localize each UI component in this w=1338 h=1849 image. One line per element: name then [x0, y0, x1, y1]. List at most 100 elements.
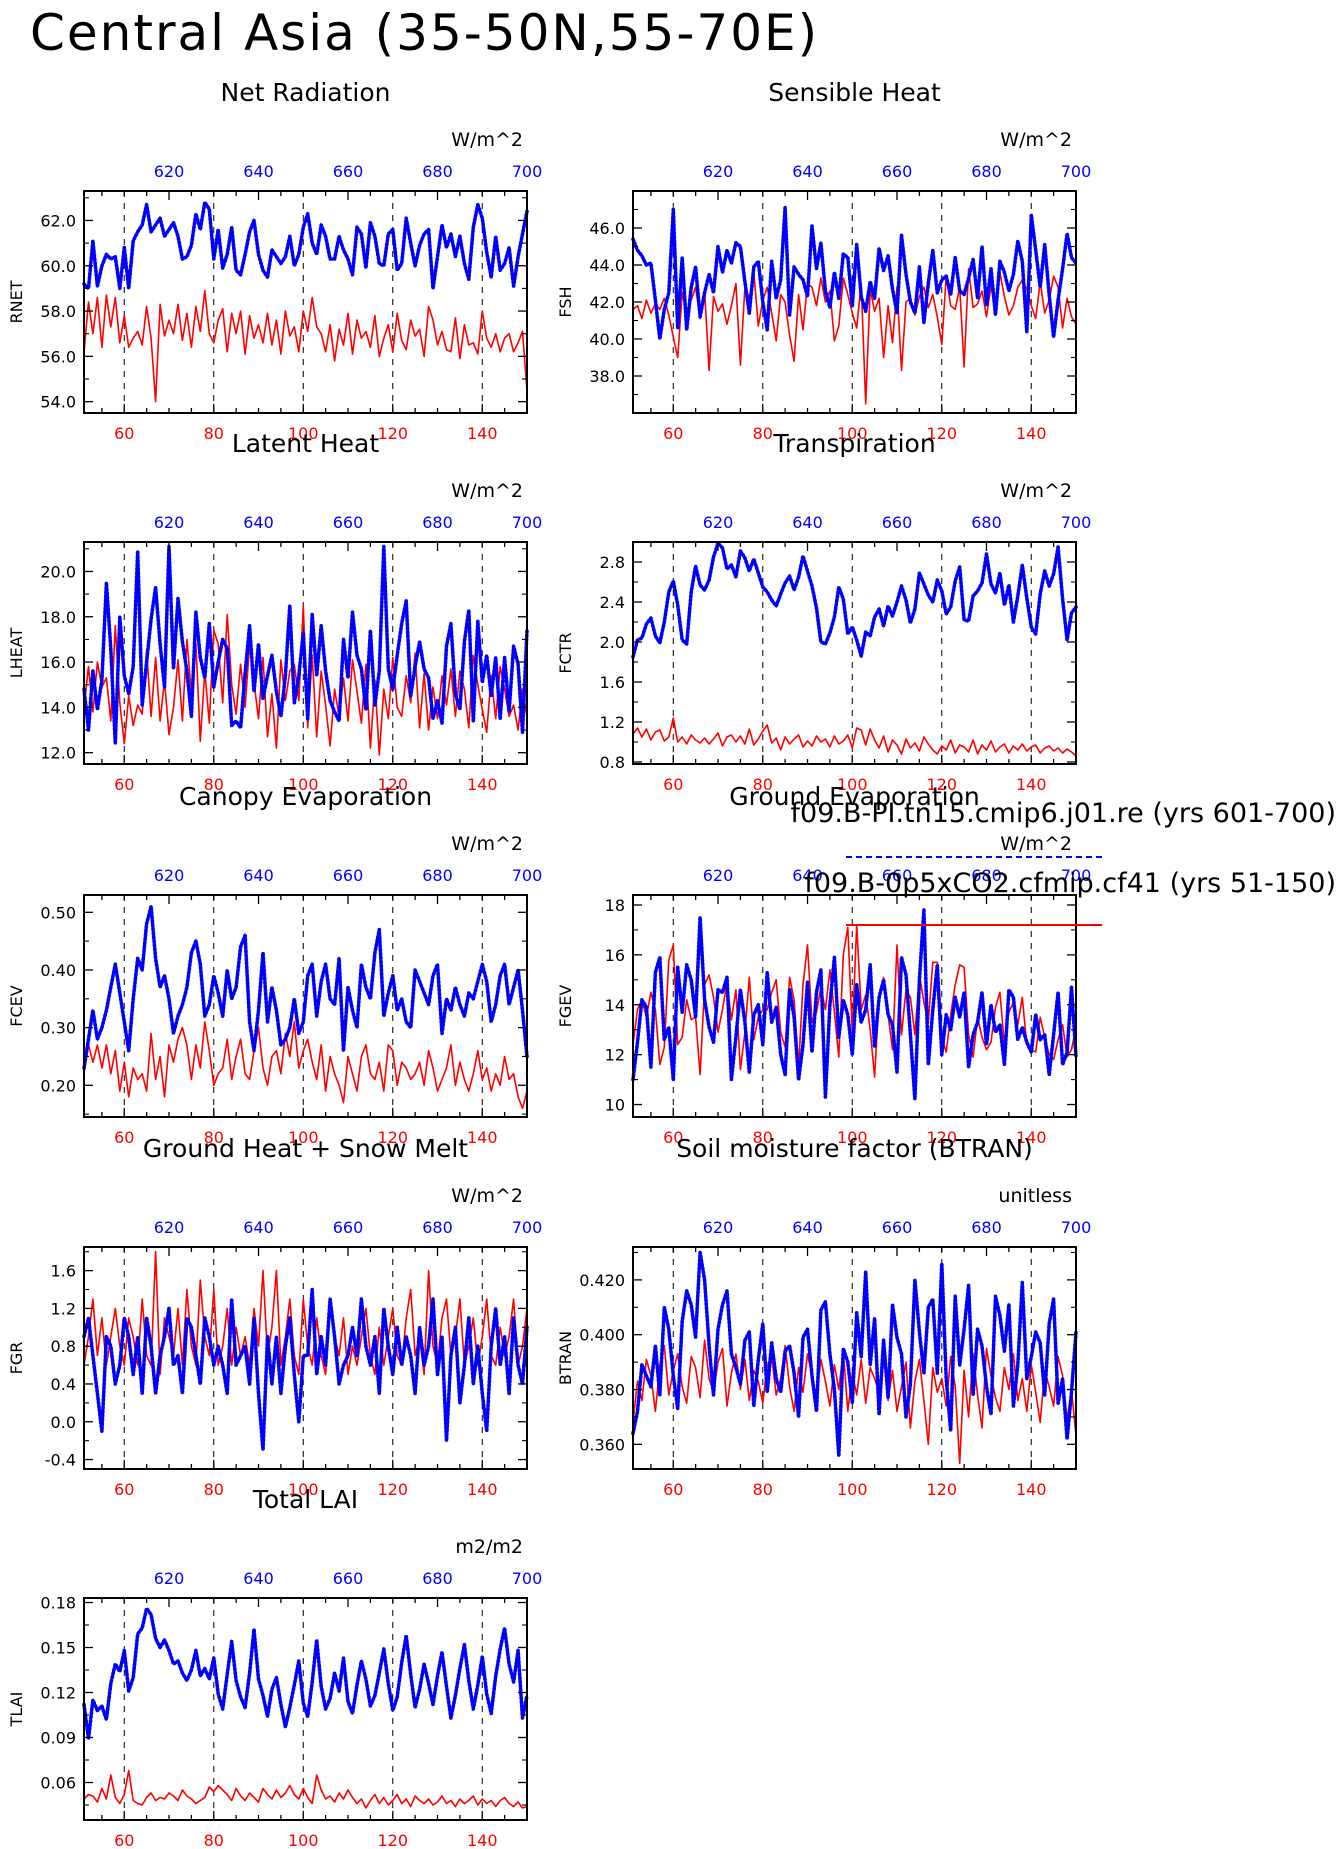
chart-panel: Net Radiation W/m^2 RNET 60 80 100 120 140 620 64… [7, 78, 542, 443]
top-x-tick-label: 700 [512, 162, 543, 181]
x-tick-label: 120 [377, 424, 408, 443]
x-tick-label: 60 [114, 1480, 134, 1499]
top-x-tick-label: 700 [1061, 866, 1092, 885]
top-x-tick-label: 700 [1061, 162, 1092, 181]
panel-title: Ground Heat + Snow Melt [143, 1134, 468, 1163]
x-tick-label: 60 [663, 775, 683, 794]
y-tick-label: 0.09 [40, 1729, 76, 1748]
y-tick-label: 54.0 [40, 393, 76, 412]
y-tick-label: 58.0 [40, 302, 76, 321]
y-tick-label: 46.0 [589, 219, 625, 238]
legend-experiment-name: f09.B-0p5xCO2.cfmip.cf41 [804, 868, 1161, 899]
y-tick-label: 0.12 [40, 1684, 76, 1703]
top-x-tick-label: 660 [882, 866, 913, 885]
x-tick-label: 60 [663, 1128, 683, 1147]
series-line-control [631, 205, 1078, 341]
y-tick-label: 0.50 [40, 903, 76, 922]
chart-panel: Ground Evaporation W/m^2 FGEV 60 80 100 120 140… [556, 782, 1091, 1147]
x-tick-label: 140 [1016, 1128, 1047, 1147]
top-x-tick-label: 680 [422, 513, 453, 532]
top-x-tick-label: 620 [154, 1218, 185, 1237]
top-x-tick-label: 680 [971, 162, 1002, 181]
series-line-control [82, 904, 529, 1070]
units-label: W/m^2 [451, 480, 523, 502]
x-tick-label: 140 [1016, 424, 1047, 443]
plot-frame [632, 894, 1077, 1118]
x-tick-label: 140 [467, 424, 498, 443]
x-tick-label: 100 [288, 1831, 319, 1849]
x-tick-label: 140 [467, 1128, 498, 1147]
units-label: W/m^2 [1000, 480, 1072, 502]
legend-experiment-line [846, 924, 1102, 926]
top-x-tick-label: 620 [703, 513, 734, 532]
units-label: W/m^2 [451, 129, 523, 151]
x-tick-label: 100 [288, 1128, 319, 1147]
top-x-tick-label: 700 [512, 513, 543, 532]
y-tick-label: 0.400 [579, 1326, 625, 1345]
x-tick-label: 80 [204, 775, 224, 794]
units-label: W/m^2 [451, 833, 523, 855]
top-x-tick-label: 700 [512, 866, 543, 885]
x-tick-label: 100 [837, 424, 868, 443]
y-tick-label: -0.4 [45, 1451, 76, 1470]
top-x-tick-label: 640 [792, 866, 823, 885]
top-x-tick-label: 640 [243, 1218, 274, 1237]
y-axis-label: FCEV [7, 985, 26, 1026]
y-tick-label: 0.420 [579, 1271, 625, 1290]
plot-frame [83, 541, 528, 765]
top-x-tick-label: 620 [703, 162, 734, 181]
top-x-tick-label: 640 [243, 162, 274, 181]
legend-control-entry: f09.B-PI.tn15.cmip6.j01.re (yrs 601-700) [791, 798, 1336, 829]
top-x-tick-label: 700 [512, 1569, 543, 1588]
y-tick-label: 16 [605, 946, 625, 965]
y-tick-label: 0.15 [40, 1639, 76, 1658]
x-tick-label: 120 [926, 424, 957, 443]
chart-panel: Ground Heat + Snow Melt W/m^2 FGR 60 80 100 12… [7, 1134, 542, 1499]
x-tick-label: 120 [377, 775, 408, 794]
top-x-tick-label: 620 [154, 866, 185, 885]
x-tick-label: 120 [377, 1480, 408, 1499]
y-axis-label: TLAI [7, 1692, 26, 1728]
legend-experiment-entry: f09.B-0p5xCO2.cfmip.cf41 (yrs 51-150) [804, 868, 1336, 899]
top-x-tick-label: 700 [1061, 513, 1092, 532]
top-x-tick-label: 640 [243, 866, 274, 885]
y-tick-label: 0.4 [51, 1375, 76, 1394]
top-x-tick-label: 640 [792, 162, 823, 181]
legend-experiment-years: (yrs 51-150) [1169, 868, 1336, 899]
x-tick-label: 80 [204, 1128, 224, 1147]
y-axis-label: FCTR [556, 632, 575, 673]
y-tick-label: 62.0 [40, 211, 76, 230]
top-x-tick-label: 640 [792, 513, 823, 532]
units-label: W/m^2 [1000, 129, 1072, 151]
panel-title: Soil moisture factor (BTRAN) [676, 1134, 1033, 1163]
series-line-control [82, 1287, 529, 1452]
y-tick-label: 1.2 [51, 1299, 76, 1318]
top-x-tick-label: 680 [422, 1218, 453, 1237]
x-tick-label: 80 [204, 1480, 224, 1499]
x-tick-label: 80 [204, 424, 224, 443]
top-x-tick-label: 680 [422, 1569, 453, 1588]
y-tick-label: 0.20 [40, 1076, 76, 1095]
chart-panel: Total LAI m2/m2 TLAI 60 80 100 120 140 620 640 660… [7, 1485, 542, 1849]
y-tick-label: 0.8 [600, 753, 625, 772]
y-tick-label: 0.06 [40, 1774, 76, 1793]
legend-control-name: f09.B-PI.tn15.cmip6.j01.re [790, 798, 1144, 829]
y-tick-label: 2.0 [600, 633, 625, 652]
plot-frame [632, 1246, 1077, 1470]
x-tick-label: 60 [114, 1128, 134, 1147]
panel-title: Ground Evaporation [729, 782, 979, 811]
y-tick-label: 2.4 [600, 593, 625, 612]
series-line-experiment [632, 717, 1077, 757]
y-tick-label: 18.0 [40, 608, 76, 627]
x-tick-label: 140 [1016, 1480, 1047, 1499]
units-label: unitless [998, 1185, 1072, 1207]
x-tick-label: 120 [926, 1128, 957, 1147]
top-x-tick-label: 680 [971, 1218, 1002, 1237]
y-axis-label: RNET [7, 280, 26, 323]
y-tick-label: 12 [605, 1046, 625, 1065]
x-tick-label: 80 [753, 424, 773, 443]
x-tick-label: 60 [663, 1480, 683, 1499]
units-label: m2/m2 [455, 1536, 523, 1558]
y-axis-label: FGEV [556, 985, 575, 1028]
